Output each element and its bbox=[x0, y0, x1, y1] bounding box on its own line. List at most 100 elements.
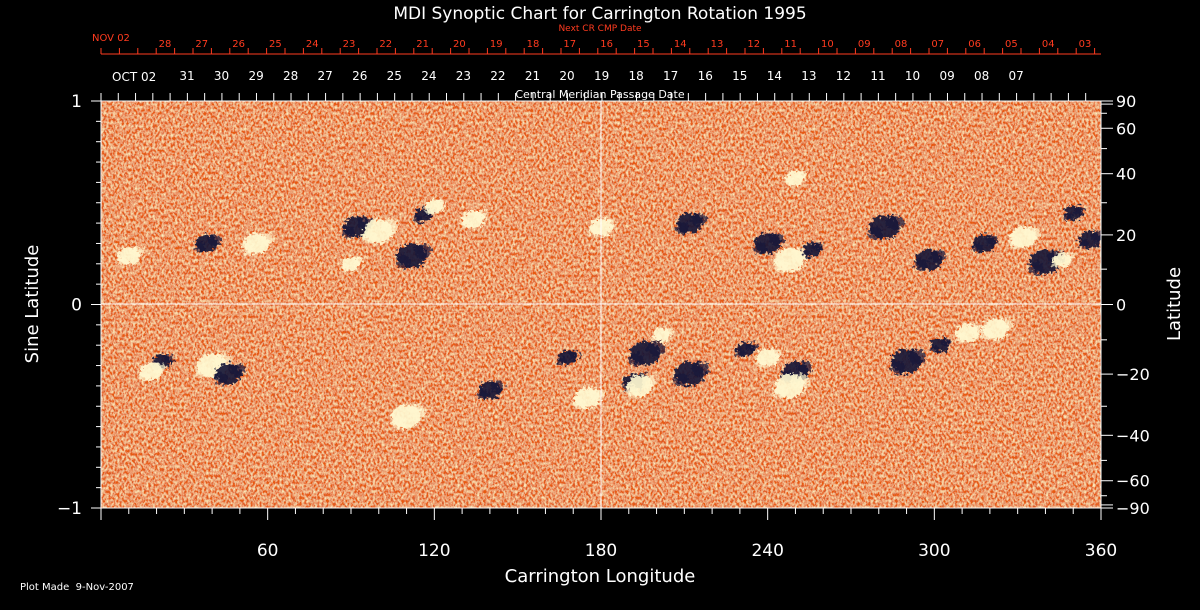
x-tick-label: 360 bbox=[1085, 541, 1117, 561]
negative-polarity-region bbox=[673, 361, 710, 387]
negative-polarity-region bbox=[557, 350, 580, 366]
next-cr-date-label: 07 bbox=[931, 39, 944, 50]
x-tick-label: 300 bbox=[918, 541, 950, 561]
plot-made-footer: Plot Made 9-Nov-2007 bbox=[20, 582, 134, 593]
next-cr-date-label: 03 bbox=[1079, 39, 1092, 50]
positive-polarity-region bbox=[390, 404, 427, 430]
cmp-date-label: 28 bbox=[283, 69, 298, 83]
x-tick-label: 240 bbox=[751, 541, 783, 561]
positive-polarity-region bbox=[625, 375, 657, 397]
next-cr-date-label: 08 bbox=[895, 39, 908, 50]
y-tick-label: 1 bbox=[71, 92, 82, 112]
latitude-tick-label: 40 bbox=[1116, 165, 1136, 184]
x-tick-label: 120 bbox=[418, 541, 450, 561]
y-tick-label: 0 bbox=[71, 296, 82, 316]
negative-polarity-region bbox=[972, 234, 999, 253]
x-tick-label: 180 bbox=[585, 541, 617, 561]
negative-polarity-region bbox=[914, 249, 946, 271]
chart-title: MDI Synoptic Chart for Carrington Rotati… bbox=[393, 4, 806, 24]
positive-polarity-region bbox=[955, 324, 982, 343]
negative-polarity-region bbox=[395, 243, 432, 269]
positive-polarity-region bbox=[341, 256, 363, 272]
next-cr-date-label: 23 bbox=[343, 39, 356, 50]
cmp-date-label: 26 bbox=[352, 69, 367, 83]
top-axis-title: Central Meridian Passage Date bbox=[515, 88, 684, 101]
next-cr-date-label: 12 bbox=[747, 39, 760, 50]
cmp-date-label: 20 bbox=[559, 69, 574, 83]
positive-polarity-region bbox=[652, 327, 674, 343]
negative-polarity-region bbox=[753, 233, 785, 255]
cmp-date-label: 27 bbox=[318, 69, 333, 83]
next-cr-date-label: 20 bbox=[453, 39, 466, 50]
next-cr-date-label: 24 bbox=[306, 39, 319, 50]
cmp-date-label: 10 bbox=[905, 69, 920, 83]
next-cr-date-label: 25 bbox=[269, 39, 282, 50]
cmp-ticks bbox=[100, 93, 1087, 101]
cmp-date-label: 30 bbox=[214, 69, 229, 83]
next-cr-title: Next CR CMP Date bbox=[558, 24, 642, 34]
negative-polarity-region bbox=[214, 363, 246, 385]
next-cr-date-label: 05 bbox=[1005, 39, 1018, 50]
next-cr-date-label: 18 bbox=[527, 39, 540, 50]
positive-polarity-region bbox=[755, 348, 782, 367]
negative-polarity-region bbox=[675, 212, 707, 235]
next-cr-date-label: 11 bbox=[784, 39, 797, 50]
y-axis-ticks bbox=[91, 100, 101, 509]
cmp-date-label: 22 bbox=[490, 69, 505, 83]
x-axis-ticks bbox=[100, 508, 1102, 520]
latitude-tick-label: 60 bbox=[1116, 119, 1136, 138]
latitude-tick-label: 0 bbox=[1116, 296, 1126, 315]
positive-polarity-region bbox=[424, 199, 447, 215]
negative-polarity-region bbox=[735, 342, 758, 357]
negative-polarity-region bbox=[890, 349, 927, 375]
next-cr-date-label: 15 bbox=[637, 39, 650, 50]
cmp-date-label: 21 bbox=[525, 69, 540, 83]
latitude-axis-label: Latitude bbox=[1164, 267, 1185, 341]
cmp-date-label: 18 bbox=[629, 69, 644, 83]
cmp-date-label: 16 bbox=[698, 69, 713, 83]
positive-polarity-region bbox=[785, 171, 808, 186]
x-tick-label: 60 bbox=[257, 541, 279, 561]
negative-polarity-region bbox=[1063, 205, 1085, 221]
positive-polarity-region bbox=[242, 233, 274, 255]
positive-polarity-region bbox=[116, 246, 144, 266]
positive-polarity-region bbox=[773, 373, 810, 399]
latitude-tick-label: 20 bbox=[1116, 226, 1136, 245]
next-cr-date-label: 13 bbox=[711, 39, 724, 50]
latitude-axis-ticks bbox=[1101, 100, 1113, 509]
latitude-tick-label: −60 bbox=[1116, 472, 1150, 491]
next-cr-date-label: 22 bbox=[379, 39, 392, 50]
cmp-date-label: 13 bbox=[801, 69, 816, 83]
y-axis-label: Sine Latitude bbox=[22, 245, 43, 364]
next-cr-date-label: 16 bbox=[600, 39, 613, 50]
positive-polarity-region bbox=[1052, 252, 1074, 268]
cmp-date-label: 24 bbox=[421, 69, 436, 83]
cmp-date-label: 19 bbox=[594, 69, 609, 83]
next-cr-date-label: 21 bbox=[416, 39, 429, 50]
next-cr-date-label: 14 bbox=[674, 39, 687, 50]
negative-polarity-region bbox=[867, 215, 904, 240]
x-axis-tick-labels: 60 120 180 240 300 360 bbox=[257, 541, 1117, 561]
positive-polarity-region bbox=[572, 387, 605, 410]
x-axis-label: Carrington Longitude bbox=[505, 566, 696, 587]
cmp-date-label: 23 bbox=[456, 69, 471, 83]
cmp-date-label: 15 bbox=[732, 69, 747, 83]
next-cr-date-label: 10 bbox=[821, 39, 834, 50]
positive-polarity-region bbox=[981, 318, 1013, 340]
next-cr-date-label: 28 bbox=[159, 39, 172, 50]
next-cr-date-label: 17 bbox=[563, 39, 576, 50]
negative-polarity-region bbox=[929, 338, 952, 353]
next-cr-date-label: 06 bbox=[968, 39, 981, 50]
magnetic-features bbox=[116, 171, 1101, 430]
cmp-date-label: 11 bbox=[870, 69, 885, 83]
cmp-date-label: 07 bbox=[1009, 69, 1024, 83]
next-cr-date-label: 26 bbox=[232, 39, 245, 50]
negative-polarity-region bbox=[802, 242, 824, 258]
next-cr-date-label: 27 bbox=[195, 39, 208, 50]
positive-polarity-region bbox=[362, 219, 399, 244]
next-cr-date-label: 19 bbox=[490, 39, 503, 50]
cmp-date-label: 08 bbox=[974, 69, 989, 83]
positive-polarity-region bbox=[1008, 226, 1041, 249]
latitude-tick-label: −40 bbox=[1116, 426, 1150, 445]
